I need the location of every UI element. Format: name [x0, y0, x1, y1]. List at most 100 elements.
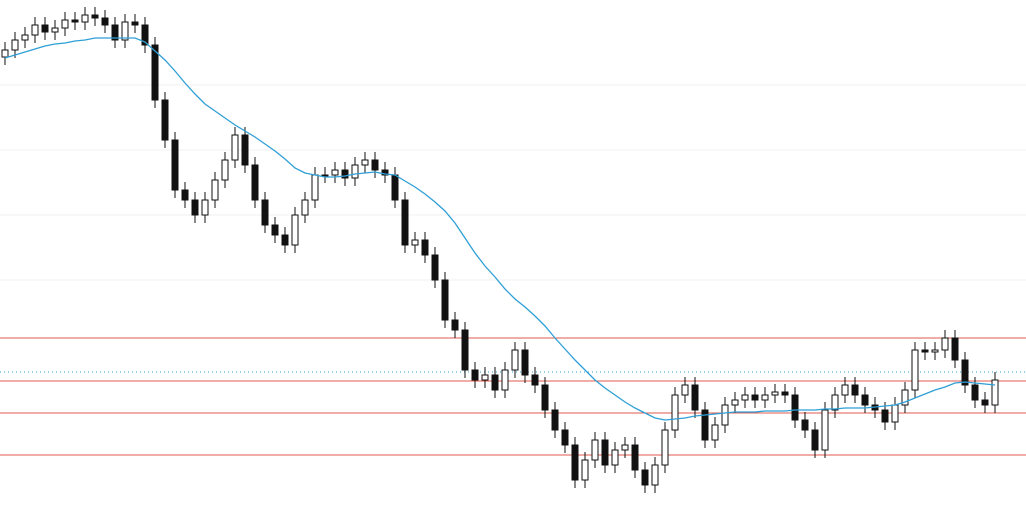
candle-body — [11, 39, 19, 51]
candle-body — [751, 394, 759, 401]
candle-body — [81, 14, 89, 23]
candle-body — [391, 174, 399, 201]
candle-body — [31, 24, 39, 36]
candle-body — [621, 444, 629, 451]
candle-body — [901, 389, 909, 406]
candle-body — [461, 329, 469, 371]
candle-body — [321, 174, 329, 177]
candle-body — [941, 337, 949, 351]
candle-body — [311, 174, 319, 201]
candle-body — [341, 169, 349, 179]
candle-body — [671, 394, 679, 431]
candle-body — [301, 199, 309, 216]
candle-body — [931, 349, 939, 353]
candle-body — [821, 409, 829, 451]
candle-body — [401, 199, 409, 246]
candle-body — [121, 21, 129, 41]
candle-body — [201, 199, 209, 216]
candle-body — [921, 349, 929, 353]
candle-body — [221, 159, 229, 181]
candle-body — [271, 224, 279, 236]
candle-body — [641, 469, 649, 486]
candle-body — [591, 439, 599, 461]
candle-body — [71, 19, 79, 23]
candle-body — [731, 399, 739, 406]
candle-body — [541, 384, 549, 411]
candle-body — [561, 429, 569, 446]
candle-body — [781, 391, 789, 396]
candle-body — [411, 239, 419, 246]
candle-body — [761, 394, 769, 401]
candle-body — [801, 419, 809, 431]
candle-body — [21, 34, 29, 41]
candle-body — [361, 159, 369, 166]
candle-body — [481, 374, 489, 381]
candle-body — [261, 199, 269, 226]
candle-body — [231, 134, 239, 161]
candle-body — [351, 164, 359, 179]
candle-body — [381, 169, 389, 176]
candle-body — [891, 404, 899, 423]
candle-body — [711, 424, 719, 441]
candle-body — [91, 14, 99, 19]
candle-body — [991, 379, 999, 406]
candle-body — [841, 384, 849, 396]
candle-body — [951, 337, 959, 361]
candle-body — [191, 199, 199, 216]
candle-body — [771, 391, 779, 396]
candle-body — [861, 394, 869, 406]
candle-body — [661, 429, 669, 466]
candle-body — [371, 159, 379, 171]
moving-average — [4, 37, 996, 421]
candle-body — [971, 384, 979, 401]
candle-body — [291, 214, 299, 246]
candle-body — [431, 254, 439, 281]
candle-body — [691, 384, 699, 411]
candle-body — [471, 369, 479, 381]
candle-body — [521, 349, 529, 376]
candle-body — [571, 444, 579, 481]
candle-body — [611, 449, 619, 466]
candle-body — [881, 409, 889, 423]
candle-body — [211, 179, 219, 201]
candle-body — [811, 429, 819, 451]
candle-body — [451, 319, 459, 331]
candle-body — [111, 24, 119, 41]
candle-body — [181, 189, 189, 201]
candle-body — [1, 49, 9, 58]
candle-body — [441, 279, 449, 321]
candle-body — [511, 349, 519, 371]
candle-body — [551, 409, 559, 431]
candle-body — [651, 464, 659, 486]
candle-body — [741, 394, 749, 401]
candle-body — [631, 444, 639, 471]
candle-body — [961, 359, 969, 386]
candle-body — [51, 27, 59, 33]
candle-body — [501, 369, 509, 391]
candle-body — [851, 384, 859, 396]
candle-body — [491, 374, 499, 391]
candle-body — [241, 134, 249, 166]
candle-body — [141, 24, 149, 46]
candle-body — [251, 164, 259, 201]
candle-body — [531, 374, 539, 386]
candle-body — [981, 399, 989, 406]
candle-body — [581, 459, 589, 481]
candle-body — [171, 139, 179, 191]
candle-body — [41, 24, 49, 33]
candle-body — [681, 384, 689, 396]
candle-body — [131, 21, 139, 26]
candle-body — [701, 409, 709, 441]
candle-body — [911, 349, 919, 391]
candle-body — [101, 17, 109, 26]
candle-body — [281, 234, 289, 246]
candle-body — [421, 239, 429, 256]
candle-body — [161, 99, 169, 141]
candle-body — [61, 19, 69, 29]
candle-body — [831, 394, 839, 411]
candle-body — [721, 404, 729, 426]
candle-body — [791, 394, 799, 421]
candle-body — [601, 439, 609, 466]
